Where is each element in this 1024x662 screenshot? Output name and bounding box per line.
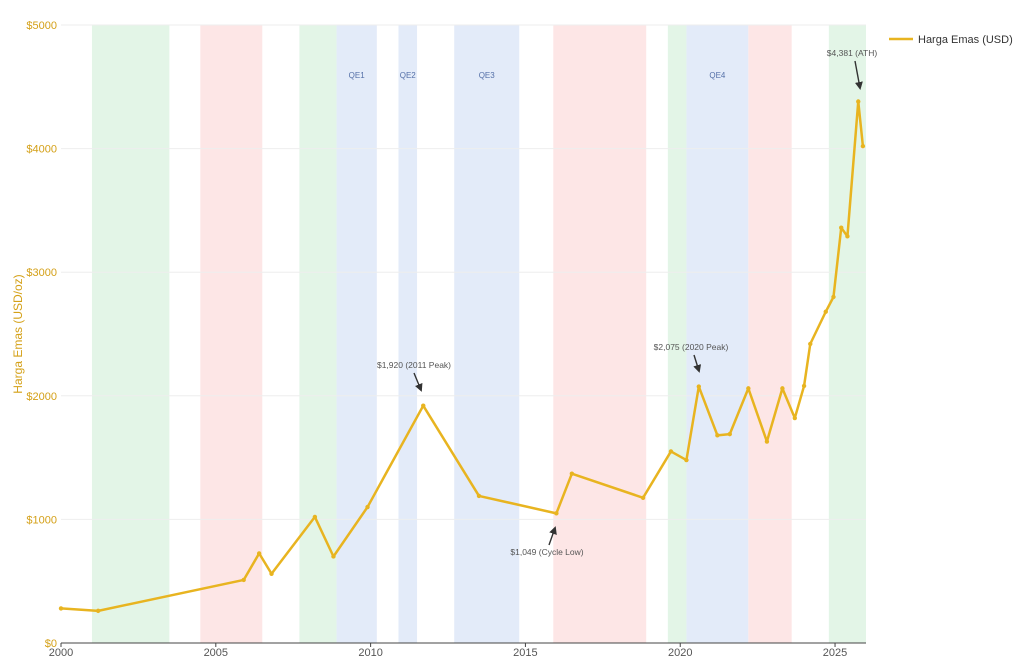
data-point [860,143,866,149]
y-tick-label: $4000 [26,144,57,156]
shaded-period-7 [667,25,687,643]
band-label-qe3: QE3 [479,71,496,80]
data-point [780,386,785,391]
shaded-period-5 [454,25,520,643]
annotation-arrow [854,60,863,90]
shaded-period-1 [200,25,263,643]
band-label-qe2: QE2 [400,71,417,80]
annotation-arrow [548,526,557,546]
data-point [801,383,807,389]
data-point [856,99,861,104]
data-point [684,457,689,463]
annotations: $1,920 (2011 Peak) $1,049 (Cycle Low) $2,0… [377,48,877,557]
data-point [554,511,559,516]
shaded-period-9 [748,25,792,643]
legend-label: Harga Emas (USD) [918,34,1013,46]
annotation-arrow [693,354,702,373]
data-point [715,433,720,438]
data-point [421,403,426,408]
shaded-period-6 [553,25,647,643]
x-tick-label: 2000 [49,647,73,659]
annotation-label: $2,075 (2020 Peak) [654,342,729,352]
annotation-label: $1,049 (Cycle Low) [510,547,583,557]
data-point [312,514,318,520]
data-point [696,384,702,389]
data-point [331,554,336,559]
y-tick-label: $2000 [26,391,57,403]
annotation-label: $1,920 (2011 Peak) [377,360,451,370]
legend: Harga Emas (USD) [889,34,1013,46]
data-point [792,415,797,421]
x-tick-label: 2025 [823,647,847,659]
data-point [640,495,646,500]
data-point [727,431,732,437]
y-tick-label: $3000 [26,267,57,279]
x-tick-label: 2020 [668,647,692,659]
y-axis-label: Harga Emas (USD/oz) [11,274,25,393]
data-point [95,608,101,614]
x-tick-label: 2010 [358,647,382,659]
data-point [476,493,482,499]
series-layer [58,99,866,614]
data-point [256,551,262,556]
annotation-arrow [413,372,423,392]
shaded-period-8 [686,25,749,643]
data-point [764,439,770,444]
shaded-period-2 [299,25,337,643]
data-point [808,341,813,347]
shaded-periods [91,25,866,643]
y-tick-label: $0 [45,638,57,650]
axes: $0 $1000 $2000 $3000 $4000 $5000 2000 2005 2010 2… [11,20,866,659]
shaded-period-4 [398,25,418,643]
shaded-period-3 [336,25,377,643]
band-label-qe1: QE1 [349,71,366,80]
x-tick-label: 2015 [513,647,537,659]
shaded-period-0 [91,25,170,643]
data-point [269,571,274,576]
data-point [569,471,575,476]
data-point [668,449,674,454]
band-label-qe4: QE4 [709,71,726,80]
data-point [823,309,828,314]
gridlines [61,24,866,520]
data-point [839,225,844,230]
annotation-label: $4,381 (ATH) [827,48,878,58]
y-tick-label: $5000 [26,20,57,32]
data-point [365,504,370,510]
series-line-0 [59,100,865,613]
data-point [746,386,751,391]
y-tick-label: $1000 [26,514,57,526]
data-point [831,294,836,300]
qe-labels: QE1 QE2 QE3 QE4 [349,71,726,80]
data-point [58,606,64,611]
data-point [241,577,246,583]
x-tick-label: 2005 [204,647,228,659]
data-point [845,234,850,239]
